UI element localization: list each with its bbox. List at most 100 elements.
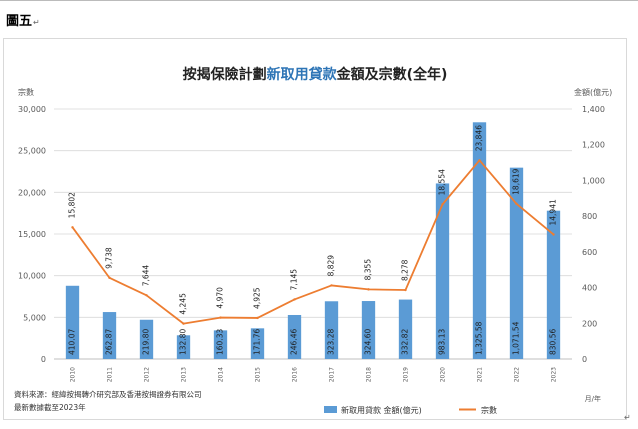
left-tick-label: 5,000 (23, 313, 46, 322)
right-axis-title: 金額(億元) (574, 87, 612, 97)
category-label: 2010 (70, 367, 77, 382)
category-label: 2020 (440, 367, 447, 382)
count-point (256, 316, 259, 320)
count-point (552, 233, 555, 236)
category-label: 2012 (144, 367, 151, 382)
count-point (108, 276, 111, 280)
right-tick-label: 600 (582, 248, 597, 257)
count-point (367, 288, 370, 291)
category-label: 2011 (107, 367, 114, 382)
count-point (404, 288, 407, 292)
bar-value-label: 1,325.58 (475, 321, 484, 355)
category-label: 2019 (403, 367, 410, 382)
chart-title-part: 金額及宗數(全年) (336, 66, 448, 83)
right-tick-label: 1,000 (582, 176, 605, 185)
count-value-label: 9,738 (105, 247, 114, 269)
bar (361, 301, 376, 359)
bar (509, 167, 524, 359)
bar-value-label: 332.82 (401, 329, 410, 355)
left-tick-label: 0 (41, 355, 46, 364)
count-value-label: 15,802 (68, 192, 77, 218)
count-value-label: 4,970 (216, 287, 225, 309)
bar (213, 330, 228, 359)
left-tick-label: 10,000 (18, 272, 46, 281)
bar-value-label: 246.46 (290, 329, 299, 355)
count-value-label: 8,829 (327, 255, 336, 277)
bar-value-label: 262.87 (105, 329, 114, 355)
category-label: 2013 (181, 367, 188, 382)
right-tick-label: 0 (582, 355, 587, 364)
bar-value-label: 323.28 (327, 329, 336, 355)
count-value-label: 14,941 (549, 199, 558, 225)
category-label: 2016 (292, 367, 299, 382)
category-label: 2022 (514, 367, 521, 382)
x-axis-note: 月/年 (585, 394, 601, 403)
count-point (478, 159, 481, 162)
footnote: 資料來源：經緯按揭轉介研究部及香港按揭證券有限公司 (14, 389, 202, 399)
left-tick-label: 25,000 (18, 147, 46, 156)
bar (472, 122, 487, 360)
bar-value-label: 219.80 (142, 329, 151, 355)
paragraph-mark: ↵ (33, 18, 40, 27)
left-tick-label: 20,000 (18, 188, 46, 197)
bar (102, 312, 117, 359)
bar-value-label: 1,071.54 (512, 321, 521, 355)
bar-value-label: 132.80 (179, 329, 188, 355)
bar (324, 301, 339, 359)
category-label: 2014 (218, 367, 225, 382)
category-label: 2021 (477, 367, 484, 382)
bar (546, 210, 561, 359)
figure-number: 圖五↵ (6, 10, 40, 29)
left-axis-title: 宗數 (18, 87, 34, 97)
legend-label-line: 宗數 (481, 405, 497, 415)
figure-number-text: 圖五 (6, 14, 33, 29)
category-label: 2018 (366, 367, 373, 382)
left-tick-label: 30,000 (18, 105, 46, 114)
footnote: 最新數據截至2023年 (14, 402, 86, 412)
category-label: 2017 (329, 367, 336, 382)
bar (435, 183, 450, 359)
chart-title: 按揭保險計劃新取用貸款金額及宗數(全年) (183, 66, 448, 83)
count-point (293, 298, 296, 301)
count-line (71, 159, 555, 325)
count-point (182, 322, 185, 325)
chart-title-part: 新取用貸款 (267, 66, 338, 83)
bar-value-label: 171.76 (253, 329, 262, 355)
bar (398, 299, 413, 359)
bar-value-label: 324.60 (364, 329, 373, 355)
count-value-label: 23,846 (475, 125, 484, 151)
right-tick-label: 1,400 (582, 105, 605, 114)
bar (287, 314, 302, 359)
paragraph-mark-corner: ↵ (624, 413, 631, 422)
count-point (219, 316, 222, 319)
category-label: 2023 (551, 367, 558, 382)
bar (139, 319, 154, 359)
legend-swatch-bar (324, 406, 337, 413)
count-value-label: 18,619 (512, 168, 521, 194)
count-point (515, 202, 518, 206)
category-label: 2015 (255, 367, 262, 382)
bar (65, 285, 80, 359)
count-point (441, 203, 444, 206)
bar-value-label: 410.07 (68, 329, 77, 355)
count-point (330, 284, 333, 287)
count-value-label: 7,145 (290, 269, 299, 291)
count-value-label: 8,278 (401, 259, 410, 281)
legend-label-bar: 新取用貸款 金額(億元) (341, 405, 422, 415)
top-rule (0, 0, 638, 1)
count-value-label: 18,554 (438, 169, 447, 195)
count-point (145, 294, 148, 297)
count-value-label: 7,644 (142, 265, 151, 287)
left-tick-label: 15,000 (18, 230, 46, 239)
chart-frame: 按揭保險計劃新取用貸款金額及宗數(全年) 宗數 金額(億元) 0 5,000 10,000… (3, 38, 627, 420)
count-point (71, 226, 74, 229)
bar-value-label: 830.56 (549, 329, 558, 355)
right-tick-label: 1,200 (582, 141, 605, 150)
right-tick-label: 400 (582, 284, 597, 293)
count-value-label: 4,925 (253, 287, 262, 309)
bar-value-label: 983.13 (438, 329, 447, 355)
combo-chart: 按揭保險計劃新取用貸款金額及宗數(全年) 宗數 金額(億元) 0 5,000 10,000… (14, 66, 612, 415)
count-value-label: 8,355 (364, 259, 373, 281)
bar (250, 328, 265, 359)
bar-value-label: 160.33 (216, 329, 225, 355)
